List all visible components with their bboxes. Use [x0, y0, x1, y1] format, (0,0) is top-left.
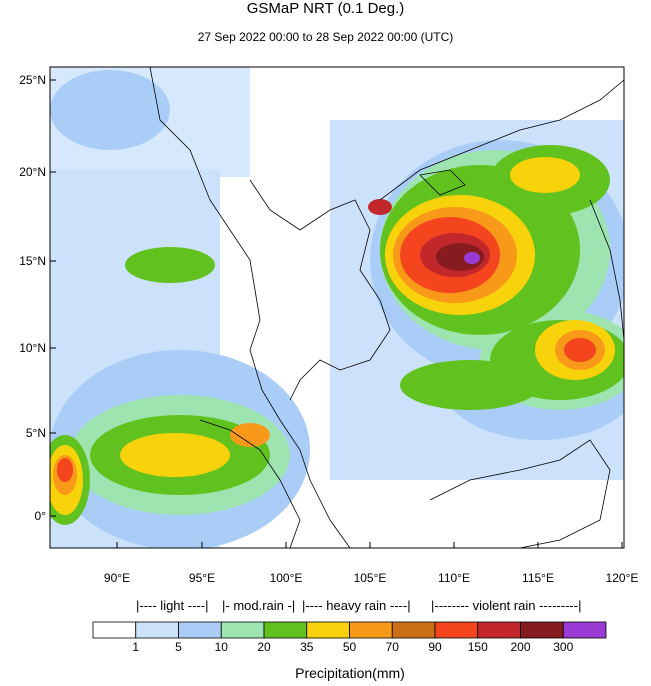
- lat-tick-label: 20°N: [19, 165, 46, 179]
- legend-swatch: [263, 621, 308, 639]
- legend-scale-label: 150: [467, 640, 488, 654]
- legend-xlabel: Precipitation(mm): [295, 665, 405, 681]
- lon-tick-label: 105°E: [354, 571, 387, 585]
- rain-band: [230, 423, 270, 447]
- legend-swatch: [434, 621, 479, 639]
- lat-tick-label: 10°N: [19, 341, 46, 355]
- lat-tick-label: 25°N: [19, 73, 46, 87]
- legend-swatch: [220, 621, 265, 639]
- coastline-china: [379, 79, 624, 201]
- legend-scale-label: 50: [342, 640, 357, 654]
- rain-band: [125, 247, 215, 283]
- coastline-indochina: [249, 179, 391, 401]
- legend-scale-label: 90: [428, 640, 442, 654]
- legend-swatch: [562, 621, 607, 639]
- legend-swatch: [92, 621, 137, 639]
- legend-scale-label: 20: [257, 640, 271, 654]
- axis-ticks: 25°N 20°N 15°N 10°N 5°N 0° 90°E 95°E 100°E 105°E 1…: [19, 73, 638, 585]
- legend-scale-label: 5: [175, 640, 182, 654]
- legend-scale-label: 10: [214, 640, 228, 654]
- map-subtitle: 27 Sep 2022 00:00 to 28 Sep 2022 00:00 (…: [197, 30, 454, 44]
- rain-cell: [564, 338, 596, 362]
- lon-tick-label: 115°E: [522, 571, 554, 585]
- legend-category-violent: |-------- violent rain ---------|: [431, 598, 582, 613]
- typhoon-eye-violent: [464, 252, 480, 264]
- legend-swatch: [477, 621, 521, 639]
- legend-swatch: [520, 621, 564, 639]
- coastline-hainan: [419, 169, 466, 196]
- legend-scale-label: 1: [132, 640, 140, 654]
- legend-swatch: [178, 621, 222, 639]
- lon-tick-label: 110°E: [438, 571, 470, 585]
- coastline-sumatra: [199, 419, 301, 548]
- lon-tick-label: 90°E: [104, 571, 130, 585]
- lat-tick-label: 15°N: [19, 254, 46, 268]
- precipitation-field: [50, 67, 624, 548]
- legend-swatch: [349, 621, 393, 639]
- legend-category-moderate: |- mod.rain -|: [222, 598, 296, 613]
- legend-scale-label: 300: [553, 640, 574, 654]
- rain-cell: [57, 458, 73, 482]
- rain-area-moderate: [50, 70, 170, 150]
- legend-swatch: [135, 621, 179, 639]
- coastline-philippines: [589, 199, 624, 341]
- legend-categories: |---- light ----| |- mod.rain -| |---- h…: [0, 598, 651, 616]
- legend-category-light: |---- light ----|: [136, 598, 209, 613]
- lon-tick-label: 120°E: [606, 571, 639, 585]
- coastline-west: [149, 67, 351, 548]
- legend-scale-label: 35: [300, 640, 314, 654]
- rain-band: [120, 433, 230, 477]
- lon-tick-label: 95°E: [189, 571, 215, 585]
- legend-scale-label: 200: [510, 640, 531, 654]
- map-frame: [49, 66, 625, 549]
- coastlines: [149, 67, 624, 548]
- lat-tick-label: 0°: [35, 509, 47, 523]
- legend-scale-label: 70: [385, 640, 399, 654]
- map-title: GSMaP NRT (0.1 Deg.): [246, 0, 405, 17]
- legend-category-heavy: |---- heavy rain ----|: [302, 598, 411, 613]
- legend-swatch: [306, 621, 350, 639]
- coastline-borneo: [429, 439, 611, 548]
- rain-cell: [368, 199, 392, 215]
- lon-tick-label: 100°E: [270, 571, 303, 585]
- legend-swatch: [391, 621, 436, 639]
- lat-tick-label: 5°N: [26, 426, 46, 440]
- rain-band: [510, 157, 580, 193]
- rain-band: [400, 360, 540, 410]
